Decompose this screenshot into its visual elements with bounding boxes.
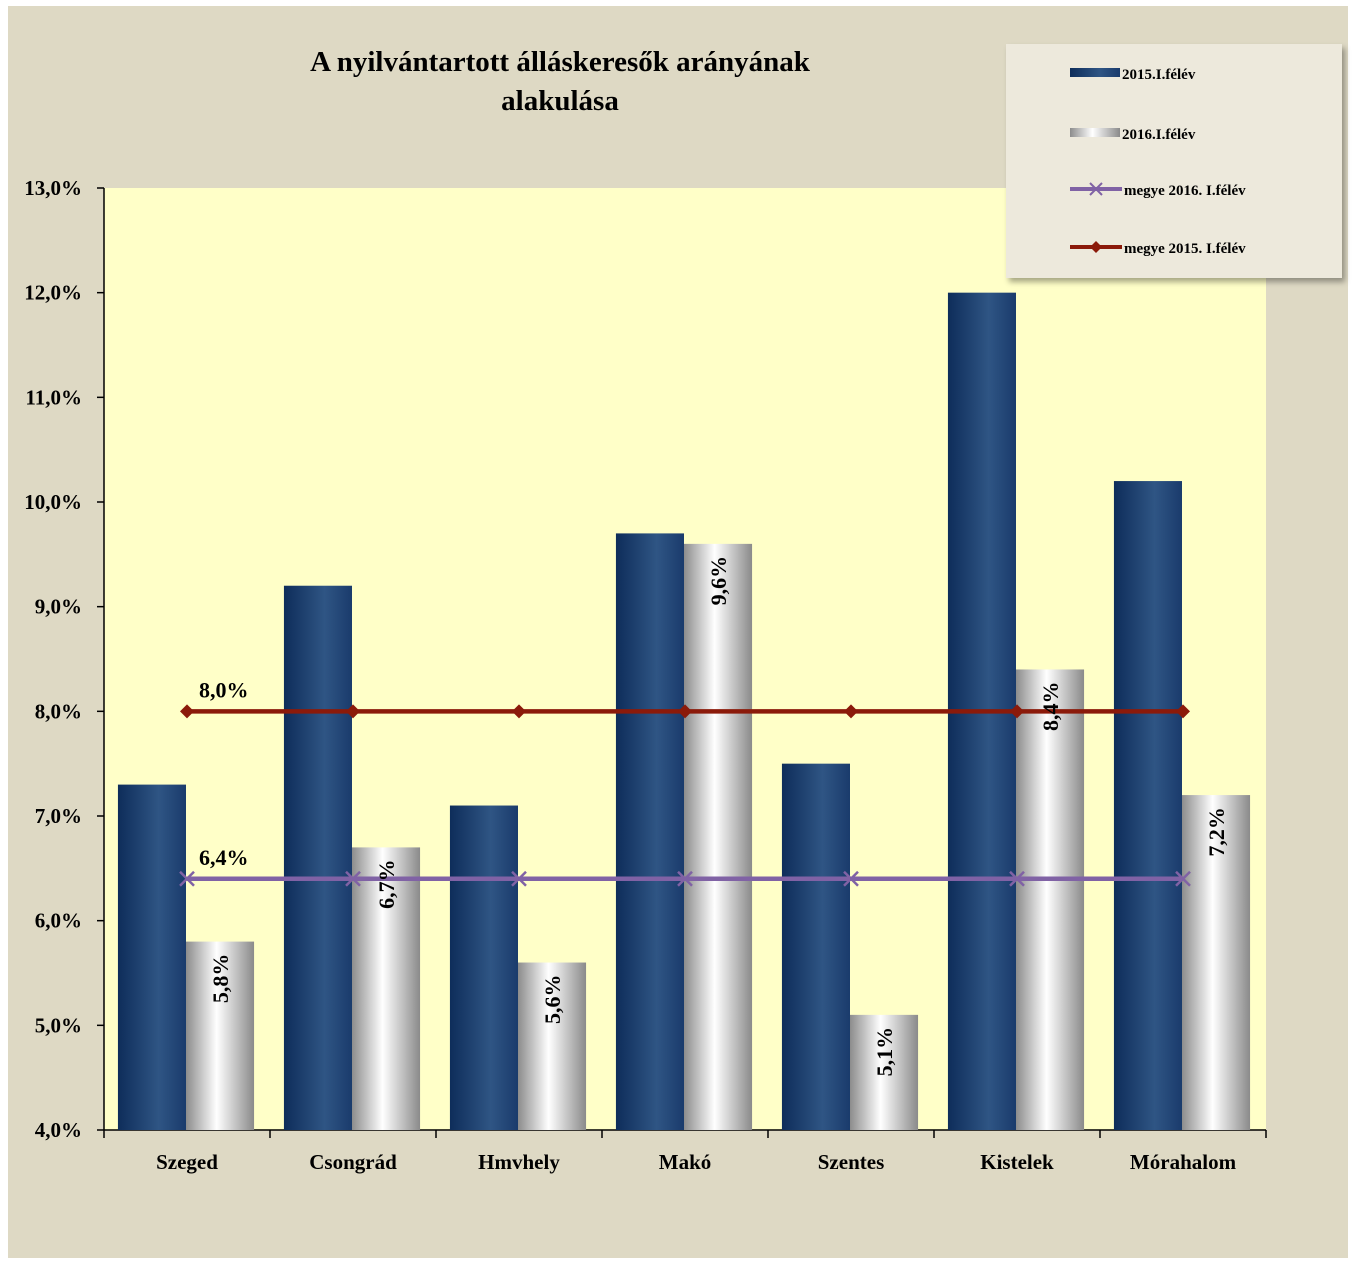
x-tick-label: Mórahalom — [1130, 1150, 1237, 1174]
data-label-2016: 7,2% — [1204, 807, 1229, 857]
x-tick-label: Hmvhely — [478, 1150, 560, 1174]
data-label-2016: 5,1% — [872, 1027, 897, 1077]
line-data-label: 6,4% — [199, 845, 249, 870]
x-tick-label: Makó — [659, 1150, 712, 1174]
legend-swatch-2015 — [1070, 68, 1120, 77]
y-tick-label: 5,0% — [35, 1013, 82, 1037]
legend-label-2016: 2016.I.félév — [1122, 127, 1196, 143]
legend: 2015.I.félév 2016.I.félév megye 2016. I.… — [1006, 44, 1342, 278]
y-axis: 4,0% 5,0% 6,0% 7,0% 8,0% 9,0% 10,0% 11,0% 12,0% 1… — [24, 176, 104, 1142]
bar-2015-hmvhely — [450, 806, 518, 1130]
bar-2015-makó — [616, 533, 684, 1130]
line-data-label: 8,0% — [199, 677, 249, 702]
bar-2015-mórahalom — [1114, 481, 1182, 1130]
y-tick-label: 11,0% — [25, 385, 82, 409]
y-tick-label: 10,0% — [24, 490, 82, 514]
bar-2016-makó — [684, 544, 752, 1130]
chart-title-line-1: A nyilvántartott álláskeresők arányának — [310, 46, 811, 78]
y-tick-label: 8,0% — [35, 699, 82, 723]
x-tick-label: Csongrád — [309, 1150, 397, 1174]
x-tick-label: Szeged — [156, 1150, 218, 1174]
y-tick-label: 6,0% — [35, 909, 82, 933]
legend-label-megye-2016: megye 2016. I.félév — [1124, 183, 1246, 199]
y-tick-label: 12,0% — [24, 281, 82, 305]
data-label-2016: 8,4% — [1038, 681, 1063, 731]
bar-2015-szeged — [118, 785, 186, 1130]
data-label-2016: 9,6% — [706, 556, 731, 606]
data-label-2016: 5,6% — [540, 975, 565, 1025]
y-tick-label: 9,0% — [35, 595, 82, 619]
bar-2016-kistelek — [1016, 669, 1084, 1130]
y-tick-label: 7,0% — [35, 804, 82, 828]
chart-title-line-2: alakulása — [501, 85, 619, 117]
x-axis: Szeged Csongrád Hmvhely Makó Szentes Kistelek… — [104, 1130, 1266, 1174]
y-tick-label: 13,0% — [24, 176, 82, 200]
x-tick-label: Kistelek — [980, 1150, 1054, 1174]
x-tick-label: Szentes — [818, 1150, 885, 1174]
chart-title: A nyilvántartott álláskeresők arányának … — [310, 46, 811, 117]
data-label-2016: 5,8% — [208, 954, 233, 1004]
legend-label-megye-2015: megye 2015. I.félév — [1124, 241, 1246, 257]
legend-swatch-2016 — [1070, 128, 1120, 137]
y-tick-label: 4,0% — [35, 1118, 82, 1142]
bar-2015-csongrád — [284, 586, 352, 1130]
data-label-2016: 6,7% — [374, 859, 399, 909]
bar-2015-szentes — [782, 764, 850, 1130]
legend-label-2015: 2015.I.félév — [1122, 67, 1196, 83]
